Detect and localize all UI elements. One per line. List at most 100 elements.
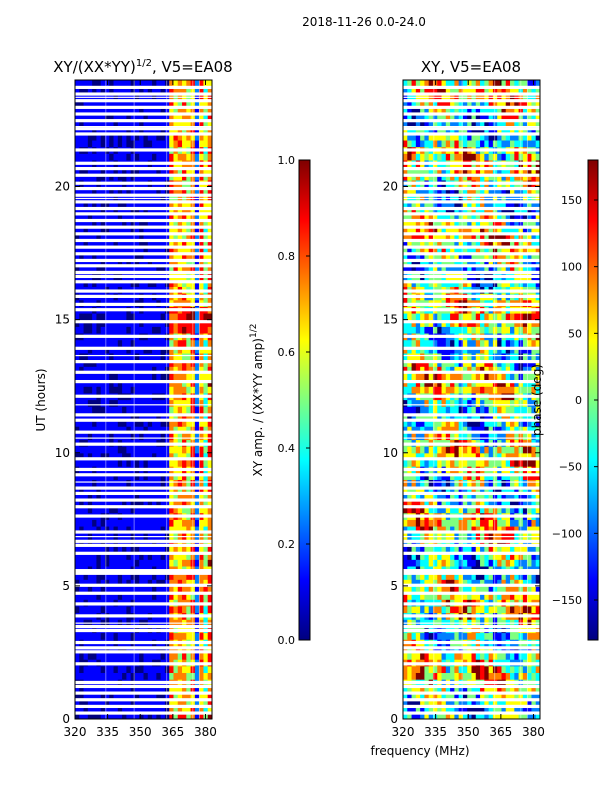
heatmap-cell [403,426,408,434]
heatmap-cell [420,426,426,434]
heatmap-cell [83,106,89,114]
heatmap-cell [492,459,498,467]
heatmap-cell [407,559,413,567]
heatmap-cell [92,133,98,141]
heatmap-cell [92,559,98,567]
heatmap-cell [527,579,533,587]
heatmap-cell [143,399,149,407]
heatmap-cell [139,506,145,514]
heatmap-cell [420,665,426,674]
heatmap-cell [117,446,123,454]
heatmap-cell [96,119,102,128]
heatmap-cell [480,672,485,680]
heatmap-cell [92,446,98,454]
heatmap-cell [432,452,438,461]
heatmap-cell [177,572,183,580]
heatmap-cell [415,432,421,441]
heatmap-cell [207,432,212,441]
heatmap-cell [164,246,170,254]
heatmap-cell [207,213,212,221]
heatmap-cell [194,672,200,680]
heatmap-cell [126,579,132,587]
heatmap-cell [415,632,421,640]
data-gap-row [75,442,212,446]
heatmap-cell [488,579,494,587]
heatmap-cell [403,605,408,614]
heatmap-cell [454,685,460,693]
heatmap-cell [415,406,421,414]
heatmap-cell [152,519,157,527]
heatmap-cell [139,672,145,680]
heatmap-cell [186,579,192,587]
heatmap-cell [471,519,477,527]
heatmap-cell [122,692,127,700]
heatmap-cell [424,665,430,674]
heatmap-cell [169,372,175,381]
heatmap-cell [160,459,166,467]
heatmap-cell [96,712,102,719]
heatmap-cell [96,99,102,108]
heatmap-cell [75,426,80,434]
heatmap-cell [186,572,192,580]
heatmap-cell [79,106,85,114]
heatmap-cell [75,366,80,374]
heatmap-cell [462,699,468,707]
heatmap-cell [403,459,408,467]
heatmap-cell [467,592,473,600]
heatmap-cell [75,559,80,567]
heatmap-cell [194,86,200,94]
heatmap-cell [454,372,460,381]
data-gap-row [75,193,212,197]
heatmap-cell [484,579,490,587]
heatmap-cell [535,452,540,461]
heatmap-cell [143,685,149,693]
heatmap-cell [199,592,205,600]
heatmap-cell [514,579,520,587]
heatmap-cell [484,632,490,640]
heatmap-cell [117,579,123,587]
heatmap-cell [152,239,157,248]
heatmap-cell [147,372,153,381]
heatmap-cell [535,492,540,500]
heatmap-cell [194,119,200,128]
heatmap-cell [199,672,205,680]
heatmap-cell [169,692,175,700]
heatmap-cell [441,372,447,381]
heatmap-cell [87,213,93,221]
heatmap-cell [194,605,200,614]
heatmap-cell [407,592,413,600]
heatmap-cell [134,506,140,514]
heatmap-cell [480,652,485,660]
heatmap-cell [207,506,212,514]
heatmap-cell [177,312,183,321]
heatmap-cell [182,492,187,500]
heatmap-cell [199,213,205,221]
heatmap-cell [445,585,451,594]
heatmap-cell [173,705,179,713]
heatmap-cell [160,592,166,600]
heatmap-cell [411,672,417,680]
heatmap-cell [139,705,145,713]
heatmap-cell [109,592,115,600]
heatmap-cell [403,585,408,594]
heatmap-cell [194,326,200,334]
heatmap-cell [113,372,119,381]
heatmap-cell [109,652,115,660]
heatmap-cell [79,113,85,121]
heatmap-cell [437,492,443,500]
heatmap-cell [75,133,80,141]
heatmap-cell [122,352,127,361]
heatmap-cell [143,372,149,381]
heatmap-cell [87,99,93,108]
heatmap-cell [173,592,179,600]
heatmap-cell [164,239,170,248]
heatmap-cell [87,86,93,94]
heatmap-cell [437,426,443,434]
heatmap-cell [458,632,464,640]
heatmap-cell [173,406,179,414]
heatmap-cell [199,153,205,161]
heatmap-cell [156,312,162,321]
heatmap-cell [100,133,106,141]
heatmap-cell [492,632,498,640]
heatmap-cell [147,672,153,680]
